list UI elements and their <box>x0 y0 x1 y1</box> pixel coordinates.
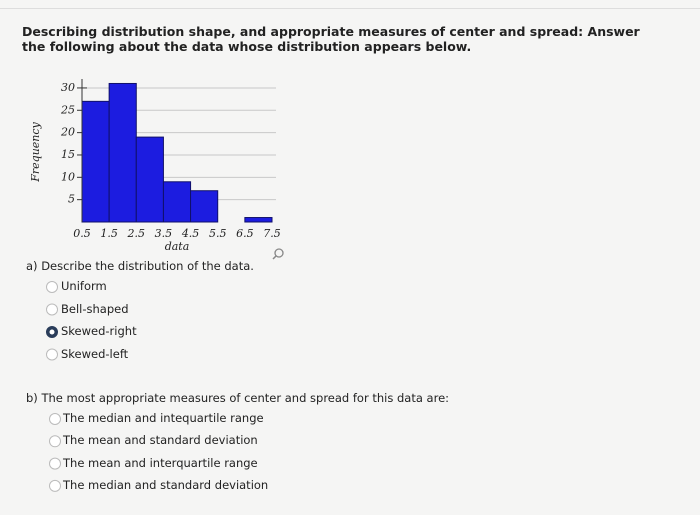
option-label: Skewed-right <box>61 324 137 338</box>
bar <box>244 217 273 223</box>
bar <box>190 190 219 223</box>
x-tick-label: 6.5 <box>236 227 254 240</box>
radio-button[interactable] <box>46 303 58 316</box>
y-tick-label: 30 <box>61 81 75 94</box>
option-label: Skewed-left <box>61 346 129 361</box>
x-tick-label: 2.5 <box>127 227 146 240</box>
question-title: Describing distribution shape, and appro… <box>22 24 640 54</box>
y-tick-label: 20 <box>60 126 75 139</box>
x-tick-label: 7.5 <box>263 227 281 240</box>
radio-dot <box>49 329 55 335</box>
option-label: The median and intequartile range <box>63 411 264 425</box>
x-tick-label: 0.5 <box>73 227 91 240</box>
radio-button[interactable] <box>46 281 58 293</box>
zoom-icon-handle <box>272 255 277 260</box>
option-label: The mean and standard deviation <box>63 433 258 448</box>
bar <box>135 136 164 223</box>
y-tick-label: 10 <box>61 170 75 183</box>
radio-button[interactable] <box>49 479 61 492</box>
part-a-prompt: a) Describe the distribution of the data… <box>26 259 254 273</box>
zoom-icon[interactable] <box>274 248 284 258</box>
radio-button[interactable] <box>49 413 61 425</box>
part-b-prompt: b) The most appropriate measures of cent… <box>26 391 450 405</box>
y-tick-label: 25 <box>60 103 75 116</box>
x-tick-label: 1.5 <box>100 227 118 240</box>
x-tick-label: 4.5 <box>181 227 200 240</box>
x-axis-label: data <box>165 240 190 253</box>
option-label: The mean and interquartile range <box>63 455 258 470</box>
bar <box>108 82 137 223</box>
option-label: The median and standard deviation <box>63 477 269 492</box>
radio-button[interactable] <box>46 348 58 361</box>
radio-button[interactable] <box>49 457 61 470</box>
divider <box>0 8 700 9</box>
bar <box>81 100 110 223</box>
x-tick-label: 5.5 <box>209 227 227 240</box>
radio-button[interactable] <box>49 435 61 448</box>
x-tick-label: 3.5 <box>155 227 173 240</box>
option-label: Bell-shaped <box>61 301 129 316</box>
y-axis-label: Frequency <box>29 121 42 182</box>
y-tick-label: 15 <box>61 148 75 161</box>
bar <box>162 181 192 223</box>
y-tick-label: 5 <box>68 193 75 206</box>
option-label: Uniform <box>61 279 107 293</box>
